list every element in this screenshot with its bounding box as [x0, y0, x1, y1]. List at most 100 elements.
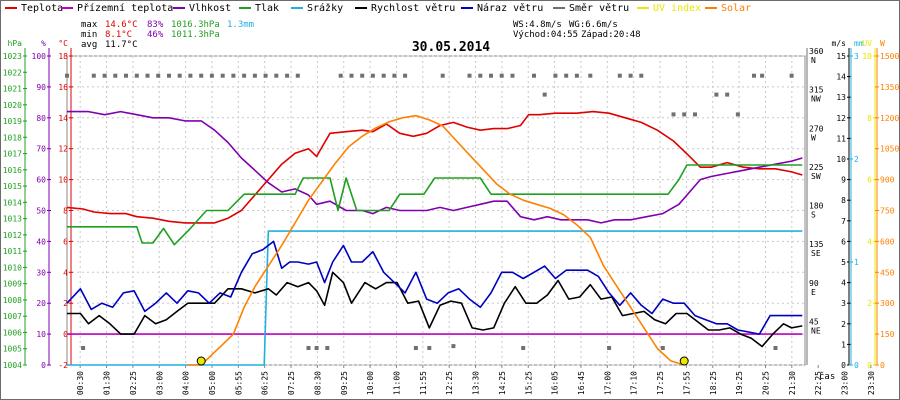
stats-avg-label: avg — [81, 40, 97, 50]
pressure-tick-label: 1022 — [3, 68, 22, 77]
wind-direction-point-29 — [381, 73, 386, 78]
direction-tick-label: 135 — [809, 240, 824, 249]
legend-label: Tlak — [255, 3, 280, 14]
legend-swatch — [173, 7, 185, 9]
stats-max-pressure: 1016.3hPa — [171, 20, 220, 30]
temperature-axis-unit: °C — [58, 39, 68, 48]
wind-direction-point-13 — [209, 73, 214, 78]
wind-direction-point-19 — [274, 73, 279, 78]
wind-direction-point-56 — [714, 92, 719, 97]
x-tick-label: 04:00 — [182, 371, 191, 395]
stats-min-label: min — [81, 30, 97, 40]
direction-compass-label: W — [811, 133, 816, 142]
wind-direction-point-55 — [693, 112, 697, 117]
wind-direction-point-1 — [81, 346, 86, 350]
x-tick-label: 03:00 — [155, 371, 164, 395]
x-tick-label: 16:05 — [551, 371, 560, 395]
x-tick-label: 01:30 — [103, 371, 112, 395]
humidity-tick-label: 100 — [32, 52, 47, 61]
pressure-tick-label: 1014 — [3, 198, 22, 207]
wind-direction-point-40 — [510, 73, 515, 78]
x-tick-label: 17:25 — [656, 371, 665, 395]
pressure-tick-label: 1015 — [3, 182, 22, 191]
pressure-tick-label: 1006 — [3, 328, 22, 337]
wind-direction-point-33 — [427, 346, 432, 350]
direction-tick-label: 315 — [809, 86, 824, 95]
pressure-axis-unit: hPa — [8, 39, 23, 48]
wind-direction-point-2 — [91, 73, 96, 78]
wind-direction-point-46 — [574, 73, 579, 78]
x-tick-label: 11:00 — [392, 371, 401, 395]
wind-direction-point-57 — [725, 92, 730, 97]
legend-swatch — [705, 7, 717, 9]
direction-tick-label: 360 — [809, 47, 824, 56]
wind-direction-point-49 — [617, 73, 622, 78]
wind-direction-point-35 — [451, 344, 456, 349]
wind-direction-point-14 — [220, 73, 225, 78]
humidity-tick-label: 60 — [36, 176, 46, 185]
x-tick-label: 22:25 — [814, 371, 823, 395]
uv-tick-label: 0 — [867, 361, 872, 370]
wind-direction-point-60 — [760, 73, 765, 78]
wind-tick-label: 5 — [841, 258, 846, 267]
solar-tick-label: 150 — [880, 330, 895, 339]
wind-direction-point-34 — [440, 73, 445, 78]
x-tick-label: 07:25 — [287, 371, 296, 395]
x-tick-label: 17:00 — [603, 371, 612, 395]
wind-direction-point-16 — [242, 73, 247, 78]
legend-label: Solar — [721, 3, 752, 14]
wind-direction-point-36 — [467, 73, 472, 78]
uv-tick-label: 8 — [867, 114, 872, 123]
stats-avg-temp: 11.7°C — [105, 40, 138, 50]
legend-swatch — [61, 7, 73, 9]
wind-direction-point-31 — [403, 73, 408, 78]
solar-axis-unit: W — [880, 39, 885, 48]
solar-tick-label: 450 — [880, 268, 895, 277]
direction-compass-label: N — [811, 56, 816, 65]
x-tick-label: 18:25 — [709, 371, 718, 395]
wind-tick-label: 1 — [841, 340, 846, 349]
wind-direction-point-7 — [145, 73, 150, 78]
temperature-tick-label: -2 — [58, 361, 68, 370]
x-tick-label: 11:55 — [419, 371, 428, 395]
x-tick-label: 23:30 — [867, 371, 876, 395]
wind-direction-point-18 — [263, 73, 268, 78]
wind-direction-point-30 — [392, 73, 397, 78]
temperature-tick-label: 16 — [58, 83, 68, 92]
legend-item: Rychlost větru — [355, 2, 455, 16]
x-tick-label: 23:00 — [841, 371, 850, 395]
wind-direction-point-44 — [553, 73, 558, 78]
x-tick-label: 21:30 — [788, 371, 797, 395]
humidity-tick-label: 20 — [36, 299, 46, 308]
wind-direction-point-12 — [199, 73, 204, 78]
legend-item: Přízemní teplota — [61, 2, 173, 16]
pressure-tick-label: 1008 — [3, 296, 22, 305]
x-tick-label: 06:25 — [261, 371, 270, 395]
uv-tick-label: 10 — [862, 52, 872, 61]
x-tick-label: 17:10 — [630, 371, 639, 395]
stats-max-temp: 14.6°C — [105, 20, 138, 30]
stats-sunrise: Východ:04:55 — [513, 30, 578, 40]
direction-tick-label: 45 — [809, 317, 819, 326]
x-tick-label: 05:55 — [234, 371, 243, 395]
solar-tick-label: 1050 — [880, 145, 899, 154]
x-tick-label: 12:25 — [445, 371, 454, 395]
x-axis-label: čas — [819, 371, 835, 382]
solar-tick-label: 600 — [880, 237, 895, 246]
wind-tick-label: 15 — [836, 52, 846, 61]
x-tick-label: 15:25 — [524, 371, 533, 395]
legend-label: UV index — [653, 3, 702, 14]
uv-tick-label: 6 — [867, 176, 872, 185]
pressure-tick-label: 1010 — [3, 263, 22, 272]
pressure-tick-label: 1013 — [3, 215, 22, 224]
legend-item: Tlak — [239, 2, 279, 16]
chart-title: 30.05.2014 — [412, 40, 490, 55]
temperature-tick-label: 10 — [58, 176, 68, 185]
pressure-tick-label: 1021 — [3, 85, 22, 94]
legend-swatch — [461, 7, 473, 9]
legend-item: Směr větru — [553, 2, 629, 16]
stats-wind-gust: WG:6.6m/s — [569, 20, 618, 30]
wind-tick-label: 4 — [841, 279, 846, 288]
temperature-tick-label: 4 — [63, 268, 68, 277]
